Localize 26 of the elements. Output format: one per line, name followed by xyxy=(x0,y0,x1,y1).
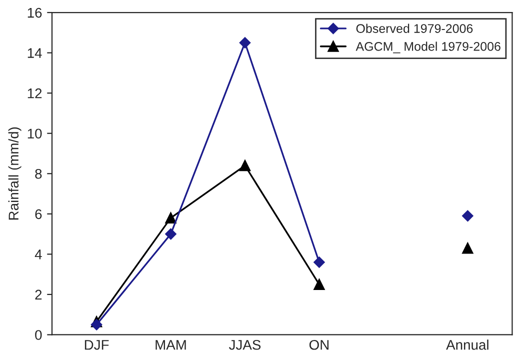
point xyxy=(90,319,102,330)
point xyxy=(314,256,325,268)
y-tick-label: 2 xyxy=(35,290,42,300)
point xyxy=(314,278,325,290)
point xyxy=(239,37,251,48)
legend-label: AGCM_ Model 1979-2006 xyxy=(356,42,500,54)
point xyxy=(462,242,474,254)
y-tick-label: 16 xyxy=(28,8,42,18)
legend-label: Observed 1979-2006 xyxy=(356,24,473,33)
x-tick-label: ON xyxy=(309,340,328,350)
y-tick-label: 14 xyxy=(28,48,42,58)
y-tick-label: 10 xyxy=(28,128,42,139)
x-tick-label: Annual xyxy=(446,340,488,350)
point xyxy=(239,160,251,172)
y-tick-label: 12 xyxy=(28,88,42,98)
point xyxy=(165,228,176,240)
y-tick-label: 0 xyxy=(35,330,42,340)
point xyxy=(462,210,474,222)
x-tick-label: JJAS xyxy=(228,340,261,350)
point xyxy=(165,212,176,224)
y-tick-label: 8 xyxy=(35,168,42,179)
y-tick-label: 4 xyxy=(34,250,42,260)
x-tick-label: DJF xyxy=(84,340,109,350)
x-tick-label: MAM xyxy=(156,340,186,350)
y-axis-title: Rainfall (mm/d) xyxy=(8,127,22,220)
y-tick-label: 6 xyxy=(35,209,42,220)
